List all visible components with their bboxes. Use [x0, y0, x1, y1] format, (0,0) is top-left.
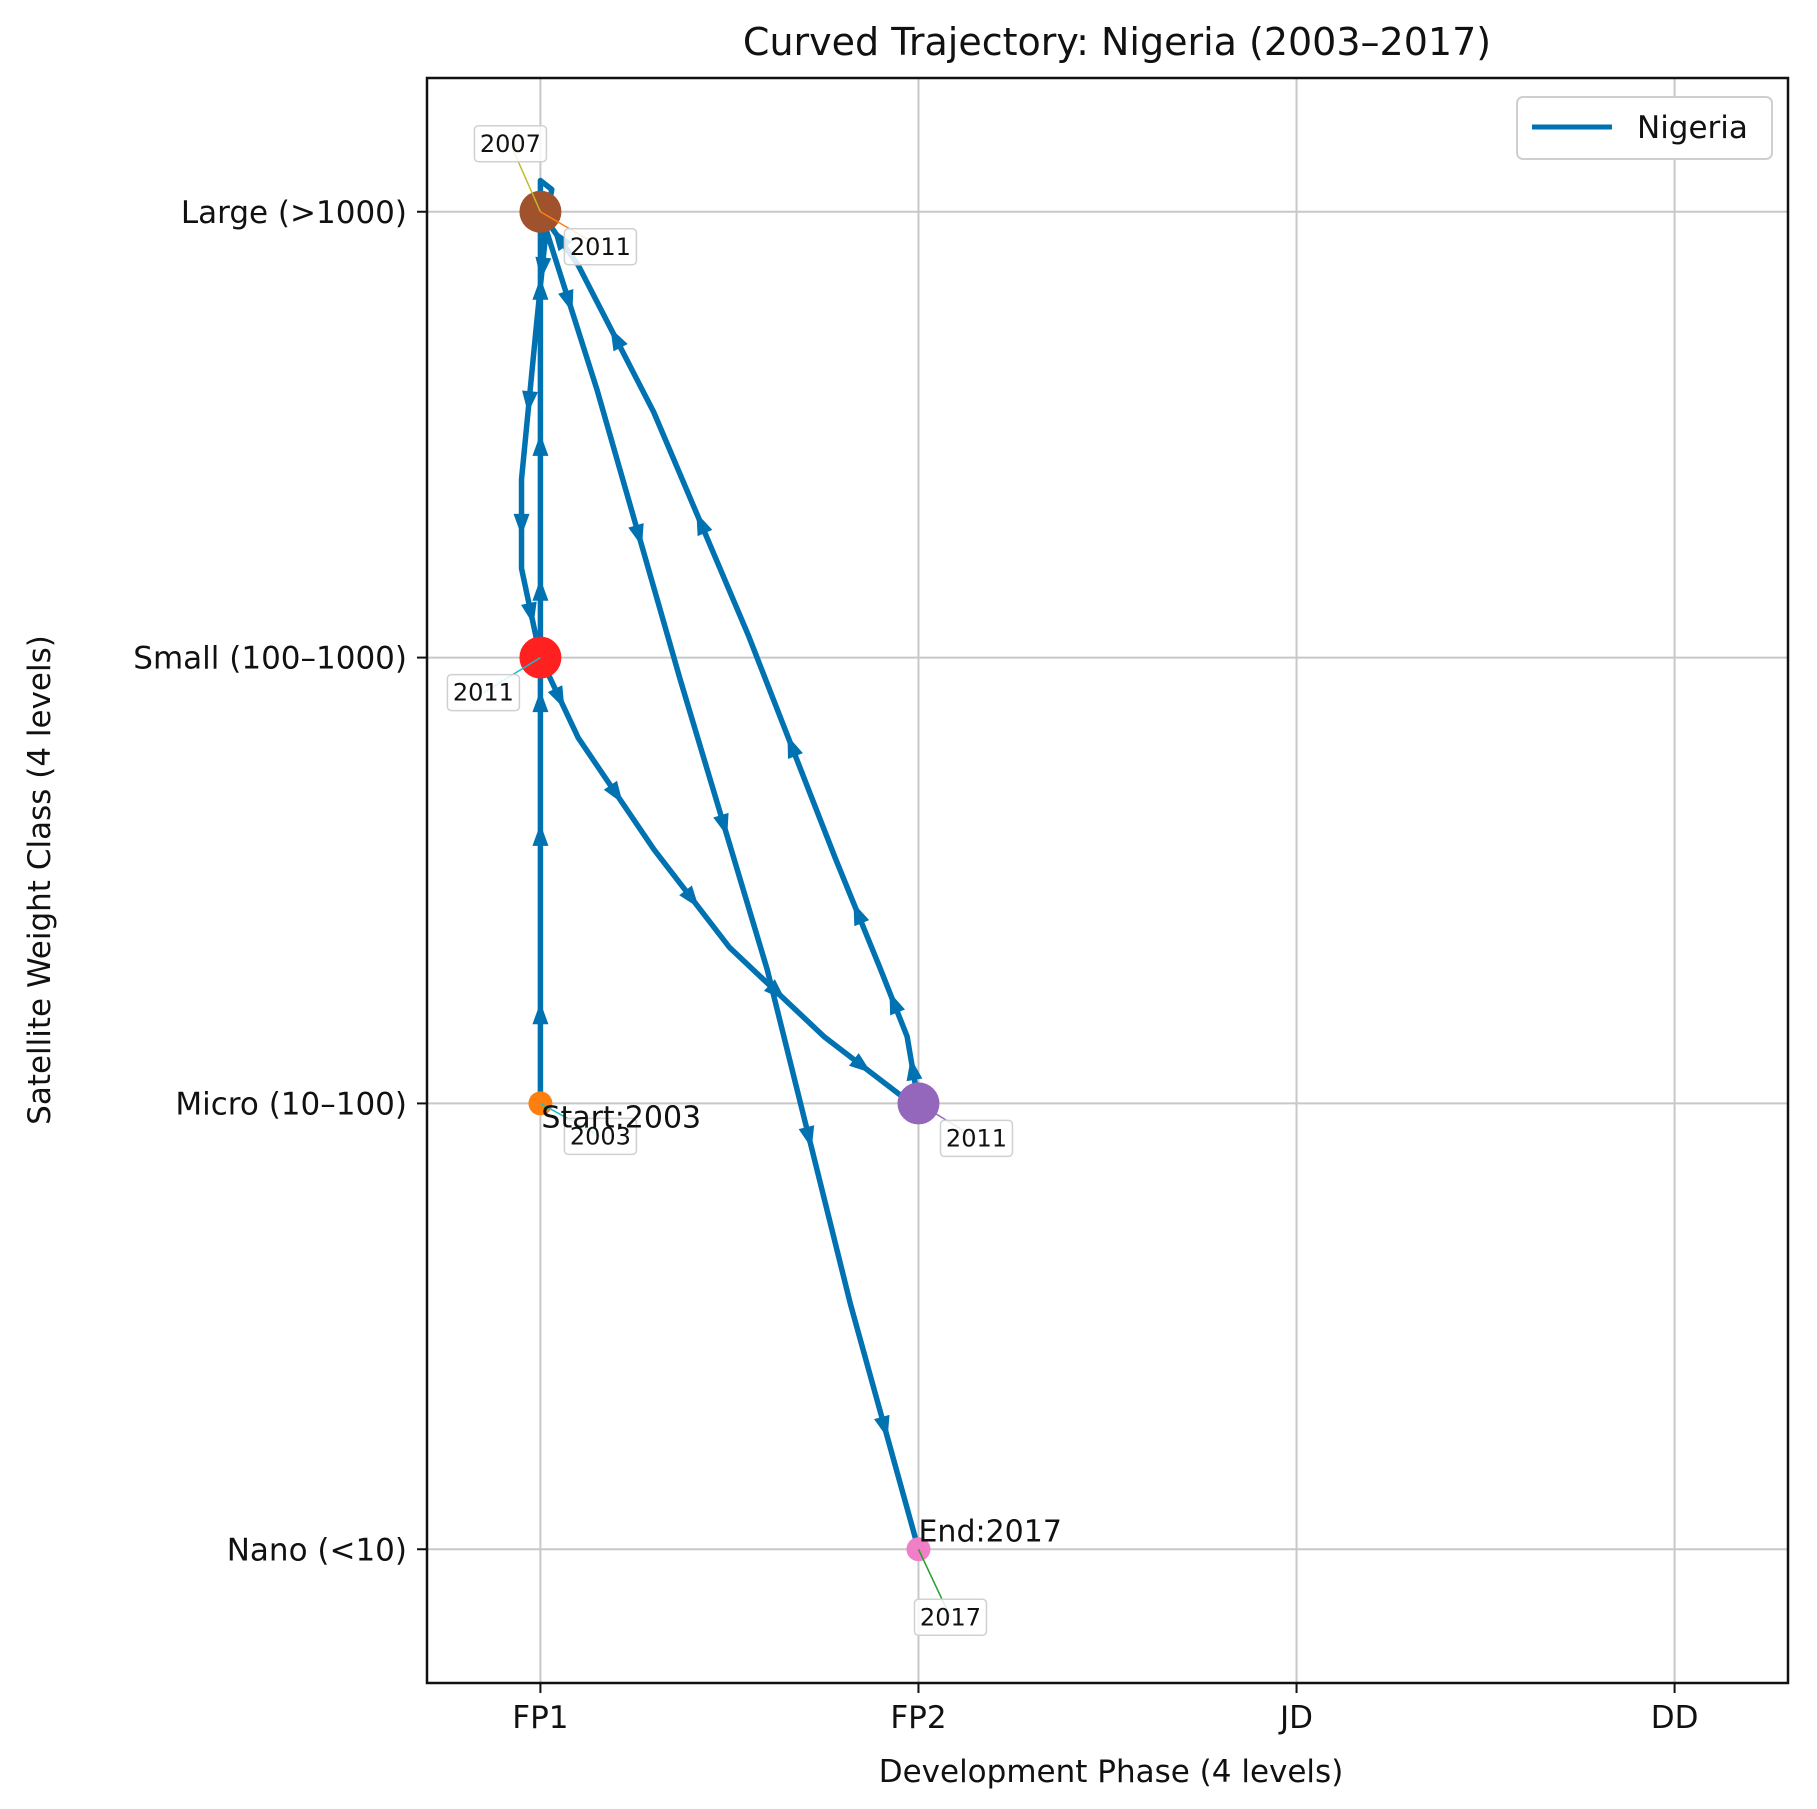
annotation-text: 2011	[570, 233, 631, 261]
x-axis: FP1 FP2 JD DD	[512, 1683, 1698, 1736]
x-axis-title: Development Phase (4 levels)	[879, 1754, 1344, 1790]
direction-arrow	[532, 277, 549, 300]
direction-arrow	[848, 1053, 872, 1073]
direction-arrow	[853, 902, 870, 927]
direction-arrow	[552, 228, 572, 252]
direction-arrow	[513, 513, 530, 536]
year-annotation: 2011	[918, 1102, 1014, 1158]
markers-layer	[519, 190, 940, 1562]
direction-arrow	[679, 885, 699, 908]
y-axis: Nano (<10) Micro (10–100) Small (100–1000)…	[133, 195, 427, 1568]
x-tick-label: FP2	[890, 1700, 946, 1736]
direction-arrow	[763, 979, 786, 1001]
direction-arrow	[532, 690, 549, 713]
x-tick-label: DD	[1651, 1700, 1699, 1736]
grid	[427, 78, 1788, 1683]
annotation-text: 2017	[920, 1603, 981, 1631]
annotation-box	[563, 228, 638, 266]
direction-arrow	[798, 1125, 815, 1149]
direction-arrow	[522, 390, 539, 414]
y-tick-label: Micro (10–100)	[175, 1086, 407, 1122]
annotations-layer: 2003 2007 2011 2011 2011 2017 Start:2003 End:20…	[446, 125, 1062, 1636]
year-annotation: 2017	[913, 1548, 988, 1636]
direction-arrow	[532, 823, 549, 846]
direction-arrow	[787, 735, 803, 759]
direction-arrow	[696, 512, 713, 537]
legend-label: Nigeria	[1637, 110, 1748, 146]
direction-arrow	[532, 433, 549, 456]
annotation-box	[939, 1119, 1014, 1158]
series-layer	[518, 177, 922, 1552]
annotation-box	[563, 1117, 638, 1156]
direction-arrow	[906, 1058, 923, 1082]
direction-arrow	[628, 523, 644, 547]
year-annotation: 2011	[446, 656, 541, 712]
y-tick-label: Nano (<10)	[227, 1532, 407, 1568]
year-annotation: 2011	[540, 211, 638, 266]
end-label: End:2017	[918, 1514, 1061, 1549]
direction-arrow	[535, 256, 552, 280]
direction-arrow	[610, 328, 628, 352]
direction-arrow	[889, 991, 906, 1016]
legend: Nigeria	[1516, 96, 1773, 160]
y-tick-label: Small (100–1000)	[133, 641, 407, 677]
annotation-box	[446, 673, 521, 712]
annotation-text: 2007	[480, 130, 541, 158]
direction-arrow	[558, 288, 574, 313]
x-tick-label: FP1	[512, 1700, 568, 1736]
direction-arrows	[513, 184, 923, 1439]
direction-arrow	[547, 685, 565, 709]
chart-title: Curved Trajectory: Nigeria (2003–2017)	[743, 20, 1491, 64]
annotation-text: 2003	[570, 1122, 631, 1150]
direction-arrow	[532, 578, 549, 601]
y-tick-label: Large (>1000)	[181, 195, 407, 231]
annotation-box	[913, 1598, 988, 1636]
year-annotation: 2003	[540, 1102, 638, 1156]
annotation-box	[473, 125, 548, 163]
direction-arrow	[713, 812, 729, 837]
series-line-nigeria	[518, 177, 922, 1552]
legend-frame	[1516, 96, 1773, 160]
annotation-text: 2011	[946, 1124, 1007, 1152]
start-label: Start:2003	[541, 1100, 701, 1135]
year-annotation: 2007	[473, 125, 548, 213]
direction-arrow	[521, 601, 537, 625]
y-axis-title: Satellite Weight Class (4 levels)	[22, 635, 58, 1125]
x-tick-label: JD	[1278, 1700, 1313, 1736]
annotation-text: 2011	[453, 679, 514, 707]
direction-arrow	[874, 1414, 890, 1439]
direction-arrow	[532, 1002, 549, 1025]
direction-arrow	[603, 780, 623, 804]
plot-frame	[425, 76, 1790, 1685]
